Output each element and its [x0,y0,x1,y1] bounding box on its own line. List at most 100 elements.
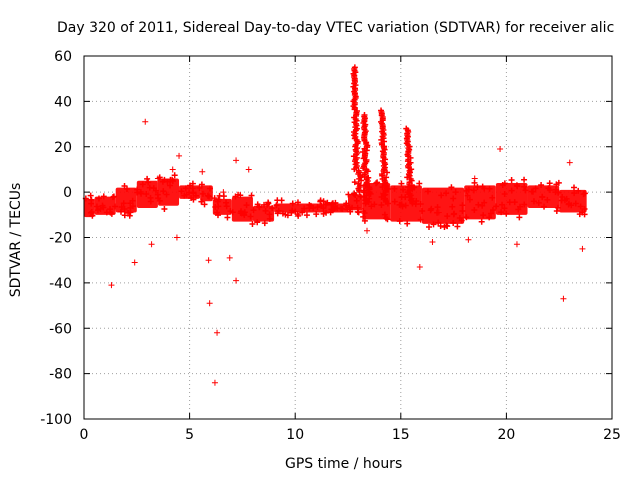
spike-point [366,184,373,191]
data-point [444,223,451,230]
data-point [489,206,496,213]
data-point [384,216,391,223]
data-point [470,187,477,194]
y-tick-label: -80 [49,367,72,383]
x-tick-label: 20 [497,427,515,443]
data-point [223,199,230,206]
data-point [182,185,189,192]
data-point [95,195,102,202]
data-point [160,188,167,195]
data-point [449,203,456,210]
outlier-point [108,282,115,289]
data-point [371,201,378,208]
x-tick-label: 5 [185,427,194,443]
data-point [324,199,331,206]
data-point [575,187,582,194]
data-point [381,211,388,218]
data-point [155,195,162,202]
outlier-point [497,146,504,153]
spike-point [383,174,390,181]
data-point [553,181,560,188]
data-point [94,207,101,214]
data-point [452,189,459,196]
data-point [471,206,478,213]
outlier-point [205,257,212,264]
data-point [475,201,482,208]
data-point [450,195,457,202]
outlier-point [131,259,138,266]
data-point [374,179,381,186]
y-axis-label: SDTVAR / TECUs [8,182,24,298]
spike-point [383,185,390,192]
data-point [306,202,313,209]
dense-band [231,196,253,222]
data-point [373,180,380,187]
data-point [107,209,114,216]
data-point [544,196,551,203]
data-point [266,215,273,222]
data-point [521,201,528,208]
data-point [499,201,506,208]
dense-band [252,205,275,222]
data-point [171,172,178,179]
data-point [378,202,385,209]
data-point [487,210,494,217]
outlier-point [214,329,221,336]
data-point [489,194,496,201]
data-point [581,206,588,213]
data-point [493,203,500,210]
data-point [402,202,409,209]
spike-point [362,197,369,204]
data-point [313,211,320,218]
spike-point [361,111,368,118]
x-tick-label: 15 [392,427,410,443]
data-point [424,188,431,195]
spike-point [378,171,385,178]
data-point [145,179,152,186]
outlier-point [199,168,206,175]
data-point [360,213,367,220]
data-point [486,214,493,221]
outlier-point [435,209,442,216]
axis-ticks: 0 5 10 15 20 25 -100 -80 -60 -40 -20 0 20 40 60 [40,49,621,443]
spike-point [363,166,370,173]
data-point [354,208,361,215]
data-point [199,190,206,197]
data-point [198,198,205,205]
data-point [150,185,157,192]
data-point [292,208,299,215]
data-point [480,212,487,219]
data-point [466,196,473,203]
outlier-point [566,159,573,166]
data-point [514,183,521,190]
data-point [426,223,433,230]
data-point [368,203,375,210]
data-point [137,189,144,196]
data-point [454,223,461,230]
dense-band [157,178,180,206]
data-point [250,207,257,214]
data-point [229,209,236,216]
outlier-point [220,189,227,196]
data-point [437,222,444,229]
data-point [301,205,308,212]
data-point [522,187,529,194]
data-point [265,200,272,207]
data-point [303,212,310,219]
data-point [438,192,445,199]
spike-point [361,187,368,194]
data-point [147,194,154,201]
data-point [521,176,528,183]
data-point [181,192,188,199]
outlier-point [513,241,520,248]
data-point [188,194,195,201]
data-point [571,190,578,197]
data-point [261,220,268,227]
x-tick-label: 10 [286,427,304,443]
data-point [167,182,174,189]
data-point [261,201,268,208]
data-point [444,213,451,220]
outlier-point [154,175,161,182]
data-point [416,180,423,187]
data-point [295,212,302,219]
